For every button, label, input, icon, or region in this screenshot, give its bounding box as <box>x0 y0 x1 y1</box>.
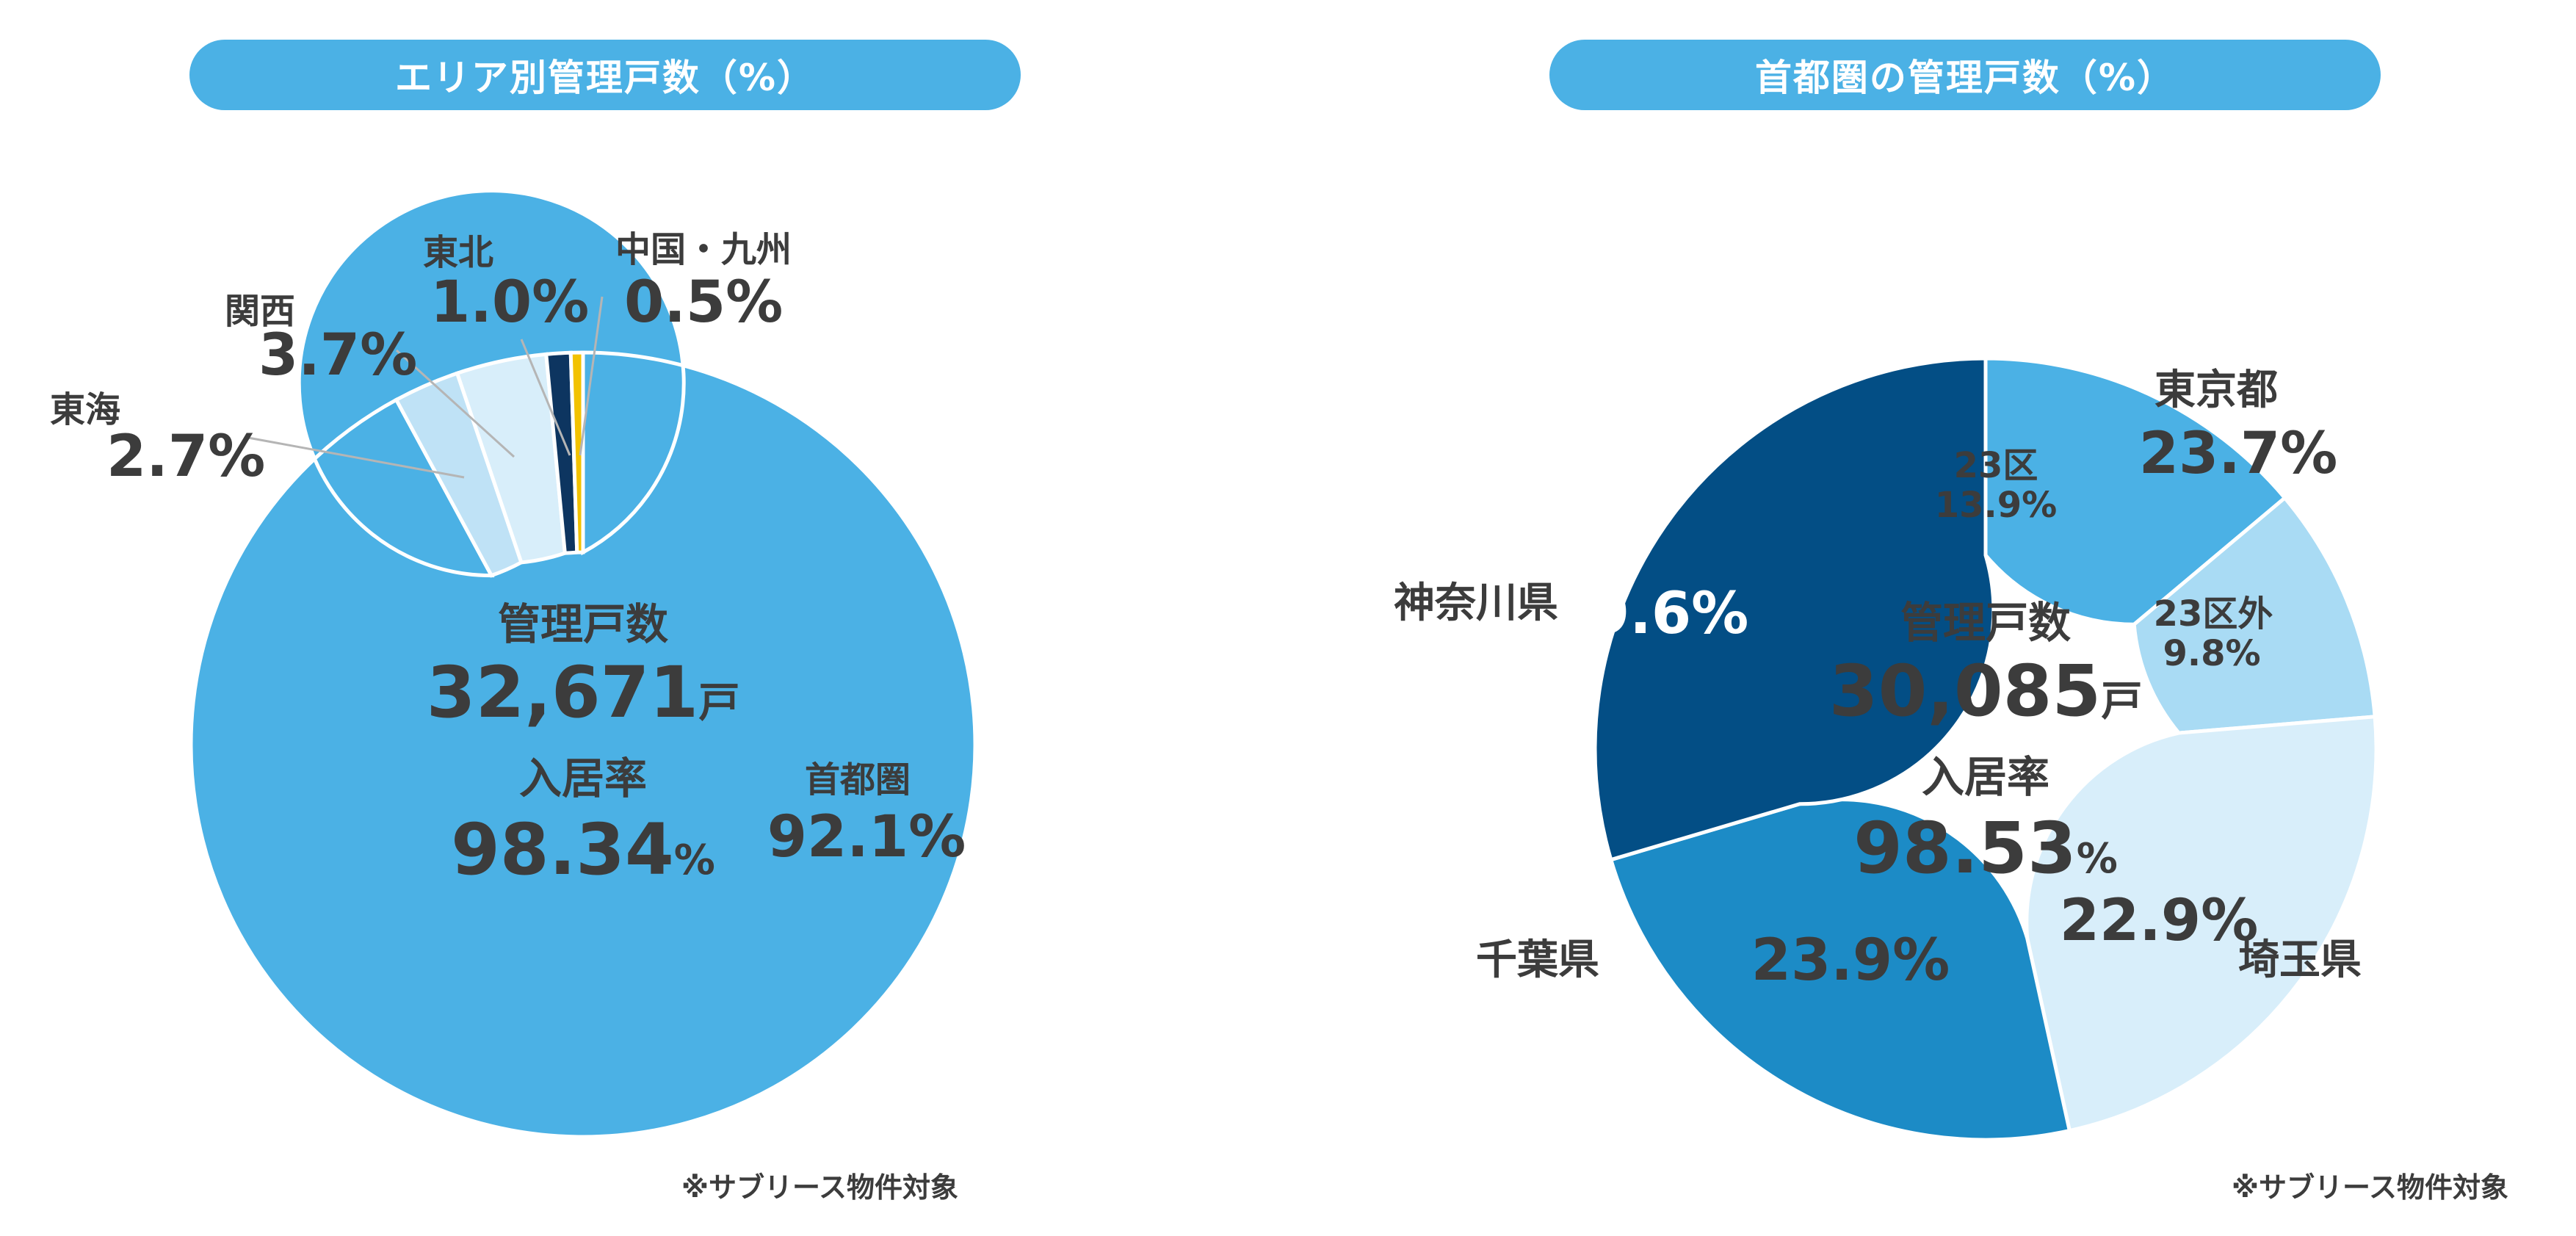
center-value-occupancy: 98.53% <box>1853 807 2118 889</box>
center-label-occupancy: 入居率 <box>1922 752 2049 802</box>
slice-value-tohoku: 1.0% <box>430 270 589 336</box>
leader-line-kansai <box>395 349 515 458</box>
occupancy-unit: % <box>674 836 715 884</box>
donut-slice-2 <box>2025 715 2378 1133</box>
units-unit: 戸 <box>2101 678 2142 726</box>
capital-area-donut-chart: 23区 13.9% 23区外 9.8% 22.9% 埼玉県 23.9% 千葉県 … <box>1394 356 2378 1142</box>
slice-name-saitama: 埼玉県 <box>2238 936 2362 984</box>
slice-name-23ku-outside: 23区外 <box>2154 593 2273 635</box>
leader-line-chugoku <box>579 296 604 456</box>
slice-name-chiba: 千葉県 <box>1476 936 1599 984</box>
center-value-units: 30,085戸 <box>1829 650 2142 732</box>
footnote: ※サブリース物件対象 <box>2232 1171 2509 1204</box>
center-value-units: 32,671戸 <box>427 651 739 734</box>
slice-name-23ku: 23区 <box>1954 445 2038 486</box>
slice-value-shutoken: 92.1% <box>767 804 966 870</box>
slice-value-saitama: 22.9% <box>2060 888 2259 954</box>
units-number: 32,671 <box>427 651 698 734</box>
chart-title: 首都圏の管理戸数（%） <box>1549 40 2381 110</box>
donut-slice-4 <box>568 350 585 554</box>
leader-line-tohoku <box>520 339 571 456</box>
units-number: 30,085 <box>1829 650 2101 732</box>
slice-value-23ku-outside: 9.8% <box>2163 633 2260 674</box>
slice-name-shutoken: 首都圏 <box>805 759 911 800</box>
donut-slice-1 <box>2132 495 2377 735</box>
slice-value-kansai: 3.7% <box>258 322 417 388</box>
center-label-units: 管理戸数 <box>498 599 668 649</box>
donut-slice-0 <box>1983 356 2288 626</box>
center-value-occupancy: 98.34% <box>451 809 715 891</box>
center-label-occupancy: 入居率 <box>519 753 647 803</box>
units-unit: 戸 <box>698 679 739 727</box>
slice-name-kanagawa: 神奈川県 <box>1394 579 1558 627</box>
occupancy-unit: % <box>2077 835 2118 883</box>
slice-name-tohoku: 東北 <box>423 232 493 273</box>
occupancy-number: 98.34 <box>451 809 674 891</box>
chart-title: エリア別管理戸数（%） <box>189 40 1021 110</box>
area-donut-chart: 東海 2.7% 関西 3.7% 東北 1.0% 中国・九州 0.5% 首都圏 9… <box>50 189 977 1139</box>
slice-name-tokai: 東海 <box>50 389 120 430</box>
center-label-units: 管理戸数 <box>1900 598 2071 648</box>
slice-value-kanagawa: 29.6% <box>1550 581 1749 647</box>
slice-name-kansai: 関西 <box>225 291 295 332</box>
slice-value-23ku: 13.9% <box>1935 485 2058 526</box>
slice-value-chiba: 23.9% <box>1751 928 1950 994</box>
area-chart-panel: エリア別管理戸数（%） 東海 2.7% 関西 3.7% 東北 1.0% 中国・九… <box>50 40 1021 1204</box>
capital-area-chart-panel: 首都圏の管理戸数（%） 23区 13.9% 23区外 9.8% 22.9% 埼玉… <box>1288 0 2576 1236</box>
footnote: ※サブリース物件対象 <box>681 1171 959 1204</box>
slice-name-chugoku: 中国・九州 <box>615 229 792 270</box>
slice-value-tokai: 2.7% <box>106 424 265 490</box>
donut-slice-3 <box>1608 798 2072 1142</box>
donut-slice-4 <box>1593 356 1996 862</box>
occupancy-number: 98.53 <box>1853 807 2077 889</box>
slice-value-chugoku: 0.5% <box>624 270 783 336</box>
donut-slice-0 <box>189 189 977 1139</box>
group-name-tokyo: 東京都 <box>2154 366 2278 414</box>
leader-line-tokai <box>247 436 465 479</box>
group-value-tokyo: 23.7% <box>2139 421 2338 487</box>
